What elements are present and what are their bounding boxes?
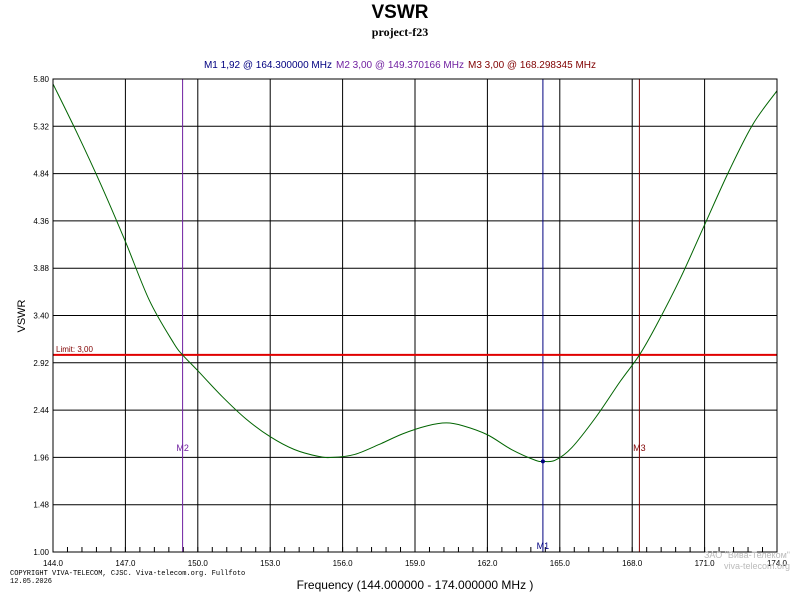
y-tick-label: 4.84 — [33, 170, 49, 179]
y-tick-label: 4.36 — [33, 217, 49, 226]
company-site: viva-telecom.org — [723, 561, 790, 571]
y-tick-label: 3.88 — [33, 264, 49, 273]
x-tick-label: 165.0 — [550, 559, 571, 568]
limit-label: Limit: 3,00 — [56, 345, 93, 354]
marker-label-m2: M2 — [176, 443, 189, 453]
company-watermark: ЗАО "Вива-Телеком" viva-telecom.org — [640, 550, 790, 572]
marker-readout-m1: M1 1,92 @ 164.300000 MHz — [203, 60, 332, 71]
y-tick-label: 2.44 — [33, 406, 49, 415]
y-tick-label: 1.96 — [33, 453, 49, 462]
x-tick-labels: 144.0 147.0 150.0 153.0 156.0 159.0 162.0 165.0… — [43, 559, 788, 568]
x-tick-label: 174.0 — [767, 559, 788, 568]
y-tick-label: 2.92 — [33, 359, 49, 368]
x-tick-label: 162.0 — [477, 559, 498, 568]
marker-lines — [182, 79, 640, 552]
y-tick-labels: 1.00 1.48 1.96 2.44 2.92 3.40 3.88 4.36 4.84 5.32… — [33, 75, 49, 557]
x-axis-label: Frequency (144.000000 - 174.000000 MHz ) — [296, 578, 534, 592]
copyright-date: 12.05.2026 — [10, 578, 53, 586]
x-tick-label: 144.0 — [43, 559, 64, 568]
y-tick-label: 1.00 — [33, 548, 49, 557]
y-axis-label: VSWR — [16, 299, 28, 333]
company-name: ЗАО "Вива-Телеком" — [703, 550, 790, 560]
x-tick-label: 150.0 — [188, 559, 209, 568]
copyright-line1: COPYRIGHT VIVA-TELECOM, CJSC. Viva-telec… — [10, 570, 246, 578]
y-tick-label: 1.48 — [33, 501, 49, 510]
marker-readout-m3: M3 3,00 @ 168.298345 MHz — [468, 60, 597, 71]
marker-label-m3: M3 — [633, 443, 646, 453]
x-tick-label: 147.0 — [115, 559, 136, 568]
marker-labels: M1 M2 M3 — [176, 443, 645, 551]
y-tick-label: 5.80 — [33, 75, 49, 84]
plot-frame — [52, 78, 778, 553]
marker-readout-m2: M2 3,00 @ 149.370166 MHz — [335, 60, 464, 71]
y-tick-label: 5.32 — [33, 122, 49, 131]
minor-ticks — [52, 547, 778, 552]
marker-label-m1: M1 — [537, 541, 550, 551]
x-tick-label: 168.0 — [622, 559, 643, 568]
y-tick-label: 3.40 — [33, 312, 49, 321]
chart-title: VSWR — [371, 2, 429, 23]
marker-point-m1 — [540, 459, 545, 464]
series-line-vswr — [52, 83, 778, 463]
copyright-text: COPYRIGHT VIVA-TELECOM, CJSC. Viva-telec… — [10, 570, 245, 586]
chart-subtitle: project-f23 — [371, 25, 429, 39]
x-tick-label: 156.0 — [333, 559, 354, 568]
x-tick-label: 153.0 — [260, 559, 281, 568]
x-tick-label: 171.0 — [695, 559, 716, 568]
marker-readouts: M1 1,92 @ 164.300000 MHz M2 3,00 @ 149.37… — [0, 60, 800, 71]
x-tick-label: 159.0 — [405, 559, 426, 568]
